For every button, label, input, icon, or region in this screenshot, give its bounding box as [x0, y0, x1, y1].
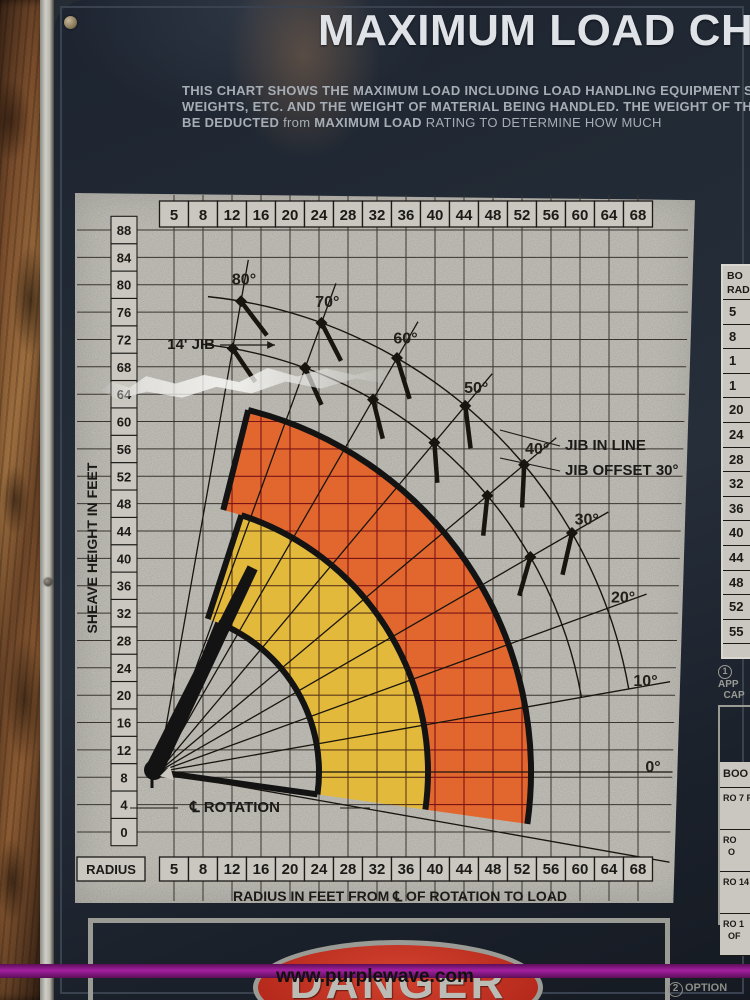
svg-text:12: 12	[224, 207, 241, 224]
svg-text:68: 68	[630, 861, 647, 878]
svg-text:RADIUS IN FEET FROM ℄ OF ROTAT: RADIUS IN FEET FROM ℄ OF ROTATION TO LOA…	[233, 888, 567, 904]
svg-text:16: 16	[253, 861, 270, 878]
svg-text:56: 56	[543, 207, 560, 224]
svg-text:28: 28	[340, 207, 357, 224]
svg-text:20: 20	[117, 688, 131, 703]
svg-text:28: 28	[340, 861, 357, 878]
svg-text:10°: 10°	[633, 673, 657, 690]
svg-text:20°: 20°	[611, 590, 635, 607]
svg-text:24: 24	[311, 207, 328, 224]
svg-text:68: 68	[630, 207, 647, 224]
svg-text:8: 8	[199, 861, 207, 878]
svg-text:32: 32	[369, 861, 386, 878]
svg-text:5: 5	[170, 207, 178, 224]
svg-text:76: 76	[117, 305, 131, 320]
svg-text:36: 36	[398, 861, 415, 878]
svg-text:0: 0	[120, 825, 127, 840]
svg-text:60: 60	[117, 415, 131, 430]
svg-text:36: 36	[398, 207, 415, 224]
svg-text:12: 12	[117, 743, 131, 758]
svg-text:8: 8	[199, 207, 207, 224]
svg-text:JIB IN LINE: JIB IN LINE	[565, 437, 646, 454]
svg-text:40: 40	[427, 207, 444, 224]
svg-text:60°: 60°	[393, 330, 417, 347]
svg-text:56: 56	[117, 442, 131, 457]
svg-text:32: 32	[117, 606, 131, 621]
svg-text:64: 64	[601, 861, 618, 878]
svg-text:48: 48	[485, 207, 502, 224]
svg-text:56: 56	[543, 861, 560, 878]
svg-text:80°: 80°	[232, 272, 256, 289]
svg-text:52: 52	[514, 861, 531, 878]
svg-text:℄ ROTATION: ℄ ROTATION	[189, 799, 280, 816]
svg-text:80: 80	[117, 278, 131, 293]
svg-text:84: 84	[117, 250, 132, 265]
svg-text:30°: 30°	[575, 512, 599, 529]
svg-text:24: 24	[311, 861, 328, 878]
svg-text:36: 36	[117, 579, 131, 594]
svg-text:JIB OFFSET 30°: JIB OFFSET 30°	[565, 462, 679, 479]
svg-text:44: 44	[456, 207, 473, 224]
svg-text:40°: 40°	[525, 441, 549, 458]
svg-text:48: 48	[117, 497, 131, 512]
svg-text:24: 24	[117, 661, 132, 676]
svg-text:50°: 50°	[464, 380, 488, 397]
svg-text:52: 52	[117, 469, 131, 484]
svg-text:44: 44	[117, 524, 132, 539]
svg-text:14' JIB: 14' JIB	[167, 336, 215, 353]
svg-text:5: 5	[170, 861, 178, 878]
svg-text:8: 8	[120, 770, 127, 785]
svg-text:16: 16	[253, 207, 270, 224]
svg-text:52: 52	[514, 207, 531, 224]
svg-text:12: 12	[224, 861, 241, 878]
svg-text:20: 20	[282, 207, 299, 224]
svg-text:48: 48	[485, 861, 502, 878]
svg-text:68: 68	[117, 360, 131, 375]
svg-text:4: 4	[120, 798, 128, 813]
svg-text:60: 60	[572, 861, 589, 878]
svg-text:70°: 70°	[315, 294, 339, 311]
svg-text:44: 44	[456, 861, 473, 878]
svg-text:60: 60	[572, 207, 589, 224]
svg-text:64: 64	[601, 207, 618, 224]
svg-text:20: 20	[282, 861, 299, 878]
svg-text:88: 88	[117, 223, 131, 238]
svg-text:RADIUS: RADIUS	[86, 862, 136, 877]
svg-text:40: 40	[427, 861, 444, 878]
svg-text:0°: 0°	[645, 759, 660, 776]
svg-text:28: 28	[117, 634, 131, 649]
svg-text:72: 72	[117, 333, 131, 348]
svg-text:SHEAVE HEIGHT IN FEET: SHEAVE HEIGHT IN FEET	[84, 462, 100, 633]
svg-text:16: 16	[117, 716, 131, 731]
svg-text:40: 40	[117, 551, 131, 566]
svg-text:32: 32	[369, 207, 386, 224]
